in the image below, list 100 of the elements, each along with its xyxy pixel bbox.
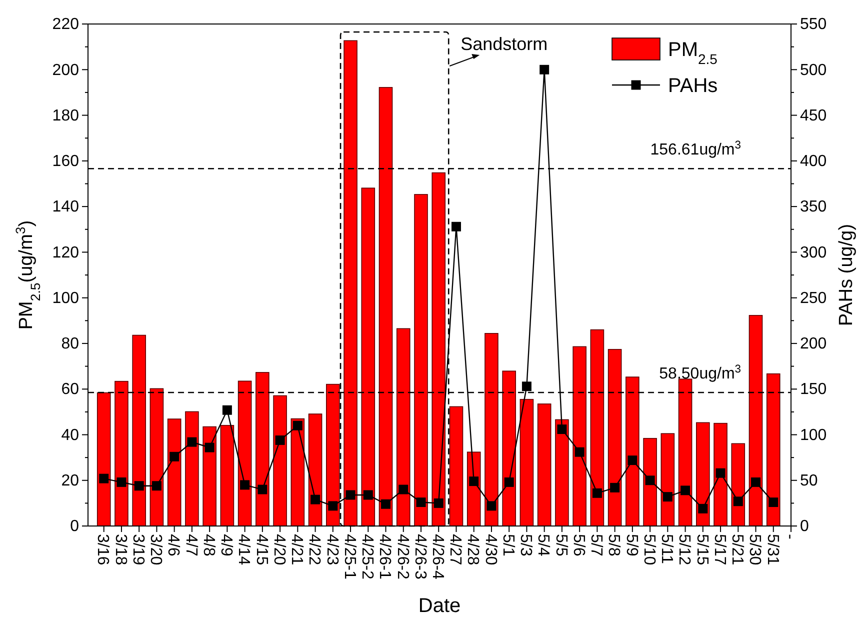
point <box>628 456 638 466</box>
bar <box>256 372 270 526</box>
bar <box>696 422 710 526</box>
point <box>346 490 356 500</box>
y-tick-label: 80 <box>61 336 80 353</box>
bar <box>537 404 552 526</box>
legend-label: PAHs <box>668 75 718 97</box>
x-tick-label: 4/26-2 <box>394 534 411 580</box>
point <box>398 484 408 494</box>
bar <box>96 392 111 526</box>
point <box>768 498 778 508</box>
bar <box>132 334 146 526</box>
point <box>381 499 391 509</box>
x-tick-label: 4/15 <box>252 534 270 566</box>
point <box>99 474 109 484</box>
point <box>504 477 514 487</box>
point <box>116 477 126 487</box>
x-tick-label: 4/6 <box>164 534 182 556</box>
x-tick-label: 4/27 <box>446 534 464 566</box>
bar <box>502 370 516 526</box>
point <box>416 498 426 508</box>
point <box>733 496 743 506</box>
bar <box>643 438 657 526</box>
bar <box>590 329 604 526</box>
point <box>292 420 302 430</box>
x-tick-label: 5/4 <box>534 534 552 556</box>
point <box>486 501 496 511</box>
point <box>557 424 567 434</box>
ref-line-label: 58.50ug/m$^{3}$ <box>659 364 741 383</box>
x-tick-label: 4/26-4 <box>429 534 446 580</box>
bar <box>414 194 428 526</box>
y-tick-label: 140 <box>52 198 80 216</box>
bar <box>608 348 622 526</box>
point <box>258 484 268 494</box>
x-tick-label: 5/1 <box>499 534 516 556</box>
x-tick-label: 5/3 <box>517 534 534 556</box>
y2-axis-title: PAHs (ug/g) <box>836 224 857 326</box>
point <box>152 481 162 491</box>
x-tick-label: 4/26-1 <box>376 534 394 580</box>
point <box>204 442 214 452</box>
y2-tick-label: 400 <box>800 153 827 170</box>
x-tick-label: 3/19 <box>129 534 146 566</box>
annotation: Sandstorm <box>460 34 548 54</box>
bar <box>484 333 498 526</box>
x-tick-label: 4/8 <box>200 534 217 556</box>
point <box>240 480 250 490</box>
x-tick-label: 5/10 <box>640 534 658 566</box>
point <box>310 494 320 504</box>
point <box>363 490 373 500</box>
x-tick-label: 5/8 <box>605 534 622 556</box>
bar <box>202 426 216 526</box>
point <box>610 482 620 492</box>
y-tick-label: 220 <box>52 16 80 34</box>
y2-tick-label: 350 <box>800 198 827 216</box>
point <box>451 222 461 232</box>
point <box>275 435 285 445</box>
y2-tick-label: 50 <box>800 472 818 490</box>
bar <box>150 388 164 526</box>
point <box>592 488 602 498</box>
y2-tick-label: 0 <box>800 518 809 536</box>
y-tick-label: 20 <box>61 472 80 490</box>
x-tick-label: 4/21 <box>288 534 306 566</box>
x-tick-label: 5/31 <box>764 534 781 566</box>
y-tick-label: 100 <box>52 290 80 307</box>
y2-tick-label: 100 <box>800 426 827 444</box>
point <box>716 468 726 478</box>
x-tick-label: 5/15 <box>693 534 710 566</box>
x-tick-label: 3/20 <box>147 534 164 566</box>
bar <box>273 395 287 526</box>
bar <box>326 384 340 526</box>
x-tick-label: 5/9 <box>622 534 640 556</box>
x-tick-label: 4/26-3 <box>411 534 428 580</box>
point <box>170 452 180 462</box>
y2-tick-label: 200 <box>800 336 827 353</box>
point <box>698 504 708 514</box>
bar <box>626 376 640 526</box>
y-tick-label: 120 <box>52 244 80 262</box>
x-tick-label: 4/23 <box>323 534 340 566</box>
legend-label: PM$_{2.5}$ <box>668 39 718 67</box>
bar <box>344 40 358 526</box>
bar <box>555 419 569 526</box>
point <box>187 437 197 447</box>
x-tick-label: 5/11 <box>658 534 676 564</box>
bar <box>220 424 234 526</box>
x-tick-label: 4/25-2 <box>358 534 376 580</box>
bar <box>748 314 763 526</box>
x-tick-label: 3/18 <box>112 534 129 566</box>
y-tick-label: 60 <box>61 381 80 398</box>
x-tick-label: 4/9 <box>218 534 235 556</box>
y2-tick-label: 500 <box>800 62 827 79</box>
bar <box>185 411 199 526</box>
x-tick-label: - <box>781 534 798 540</box>
point <box>751 477 761 487</box>
x-axis-title: Date <box>418 595 461 617</box>
bar <box>520 398 534 526</box>
x-tick-label: 5/21 <box>728 534 746 566</box>
y-tick-label: 200 <box>52 62 80 79</box>
ref-line-label: 156.61ug/m$^{3}$ <box>650 140 741 159</box>
y-tick-label: 160 <box>52 153 80 170</box>
bar <box>714 422 728 526</box>
